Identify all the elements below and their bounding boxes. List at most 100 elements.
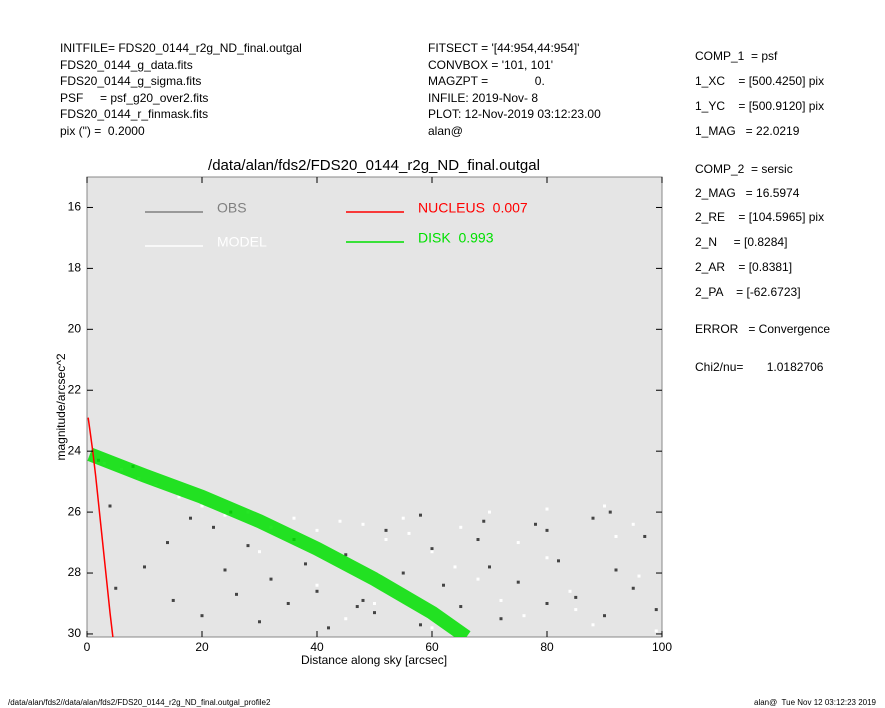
data-point: [401, 571, 405, 575]
nucleus-line: [87, 417, 114, 637]
data-point: [459, 605, 463, 609]
data-point: [545, 507, 549, 511]
x-tick-label: 20: [195, 640, 209, 654]
y-axis-label: magnitude/arcsec^2: [54, 353, 68, 460]
data-point: [603, 614, 606, 618]
data-point: [143, 565, 146, 569]
data-point: [200, 614, 204, 618]
x-tick-label: 0: [84, 640, 91, 654]
data-point: [108, 504, 112, 508]
data-point: [476, 538, 480, 542]
info-text: PLOT: 12-Nov-2019 03:12:23.00: [428, 107, 601, 121]
x-tick-label: 100: [652, 640, 672, 654]
data-point: [499, 598, 503, 602]
data-point: [545, 601, 549, 605]
info-text: Chi2/nu= 1.0182706: [695, 360, 824, 374]
data-point: [189, 516, 192, 520]
y-tick-label: 16: [68, 200, 82, 214]
y-tick-label: 18: [68, 261, 82, 275]
data-point: [177, 495, 181, 499]
data-point: [430, 626, 434, 630]
data-point: [442, 583, 445, 587]
data-point: [171, 598, 175, 602]
footer-left: /data/alan/fds2//data/alan/fds2/FDS20_01…: [8, 698, 271, 707]
info-text: COMP_2 = sersic: [695, 162, 793, 176]
data-point: [419, 623, 422, 627]
info-text: 2_AR = [0.8381]: [695, 260, 792, 274]
info-text: FITSECT = '[44:954,44:954]': [428, 41, 579, 55]
y-tick-label: 24: [68, 443, 82, 457]
data-point: [344, 553, 348, 557]
info-text: 2_RE = [104.5965] pix: [695, 210, 824, 224]
data-point: [114, 586, 118, 590]
data-point: [516, 541, 520, 545]
info-text: 1_YC = [500.9120] pix: [695, 99, 824, 113]
data-point: [235, 592, 238, 596]
info-text: 2_N = [0.8284]: [695, 235, 787, 249]
data-point: [516, 580, 520, 584]
info-text: 1_MAG = 22.0219: [695, 124, 800, 138]
data-point: [545, 528, 549, 532]
x-tick-label: 60: [425, 640, 439, 654]
data-point: [488, 565, 491, 569]
data-point: [373, 601, 376, 605]
data-point: [591, 516, 595, 520]
data-point: [574, 608, 578, 612]
data-point: [361, 598, 365, 602]
data-point: [292, 516, 296, 520]
y-tick-label: 22: [68, 382, 82, 396]
data-point: [315, 583, 319, 587]
x-tick-label: 40: [310, 640, 324, 654]
info-text: 2_PA = [-62.6723]: [695, 285, 801, 299]
data-point: [574, 595, 578, 599]
data-point: [534, 522, 537, 526]
data-point: [476, 577, 480, 581]
info-text: INFILE: 2019-Nov- 8: [428, 91, 538, 105]
data-point: [654, 629, 658, 633]
plot-content: [87, 417, 658, 637]
data-point: [557, 559, 560, 563]
info-text: CONVBOX = '101, 101': [428, 58, 553, 72]
data-point: [643, 534, 647, 538]
data-point: [453, 565, 457, 569]
legend-label: MODEL: [217, 234, 267, 250]
info-text: FDS20_0144_g_data.fits: [60, 58, 193, 72]
data-point: [603, 504, 606, 508]
data-point: [482, 519, 486, 523]
data-point: [315, 528, 319, 532]
legend-label: DISK 0.993: [418, 230, 494, 246]
x-axis-label: Distance along sky [arcsec]: [301, 653, 447, 667]
info-text: alan@: [428, 124, 463, 138]
info-text: COMP_1 = psf: [695, 49, 778, 63]
y-tick-label: 28: [68, 565, 82, 579]
info-text: ERROR = Convergence: [695, 322, 830, 336]
y-tick-label: 26: [68, 504, 82, 518]
y-tick-label: 30: [68, 626, 82, 640]
y-tick-label: 20: [68, 321, 82, 335]
data-point: [269, 577, 273, 581]
data-point: [166, 541, 169, 545]
data-point: [430, 547, 434, 551]
data-point: [223, 568, 227, 572]
info-text: PSF = psf_g20_over2.fits: [60, 91, 208, 105]
chart-title: /data/alan/fds2/FDS20_0144_r2g_ND_final.…: [208, 157, 540, 174]
data-point: [304, 562, 307, 566]
data-point: [315, 589, 319, 593]
info-text: 1_XC = [500.4250] pix: [695, 74, 824, 88]
data-point: [344, 617, 348, 621]
data-point: [614, 534, 618, 538]
data-point: [459, 525, 463, 529]
data-point: [223, 513, 227, 517]
data-point: [258, 620, 261, 624]
data-point: [637, 574, 641, 578]
data-point: [488, 510, 491, 514]
data-point: [286, 601, 290, 605]
data-point: [631, 522, 635, 526]
data-point: [384, 538, 388, 542]
legend-label: NUCLEUS 0.007: [418, 200, 528, 216]
plot-area: [86, 176, 663, 638]
data-point: [355, 605, 359, 609]
data-point: [499, 617, 503, 621]
x-tick-label: 80: [540, 640, 554, 654]
